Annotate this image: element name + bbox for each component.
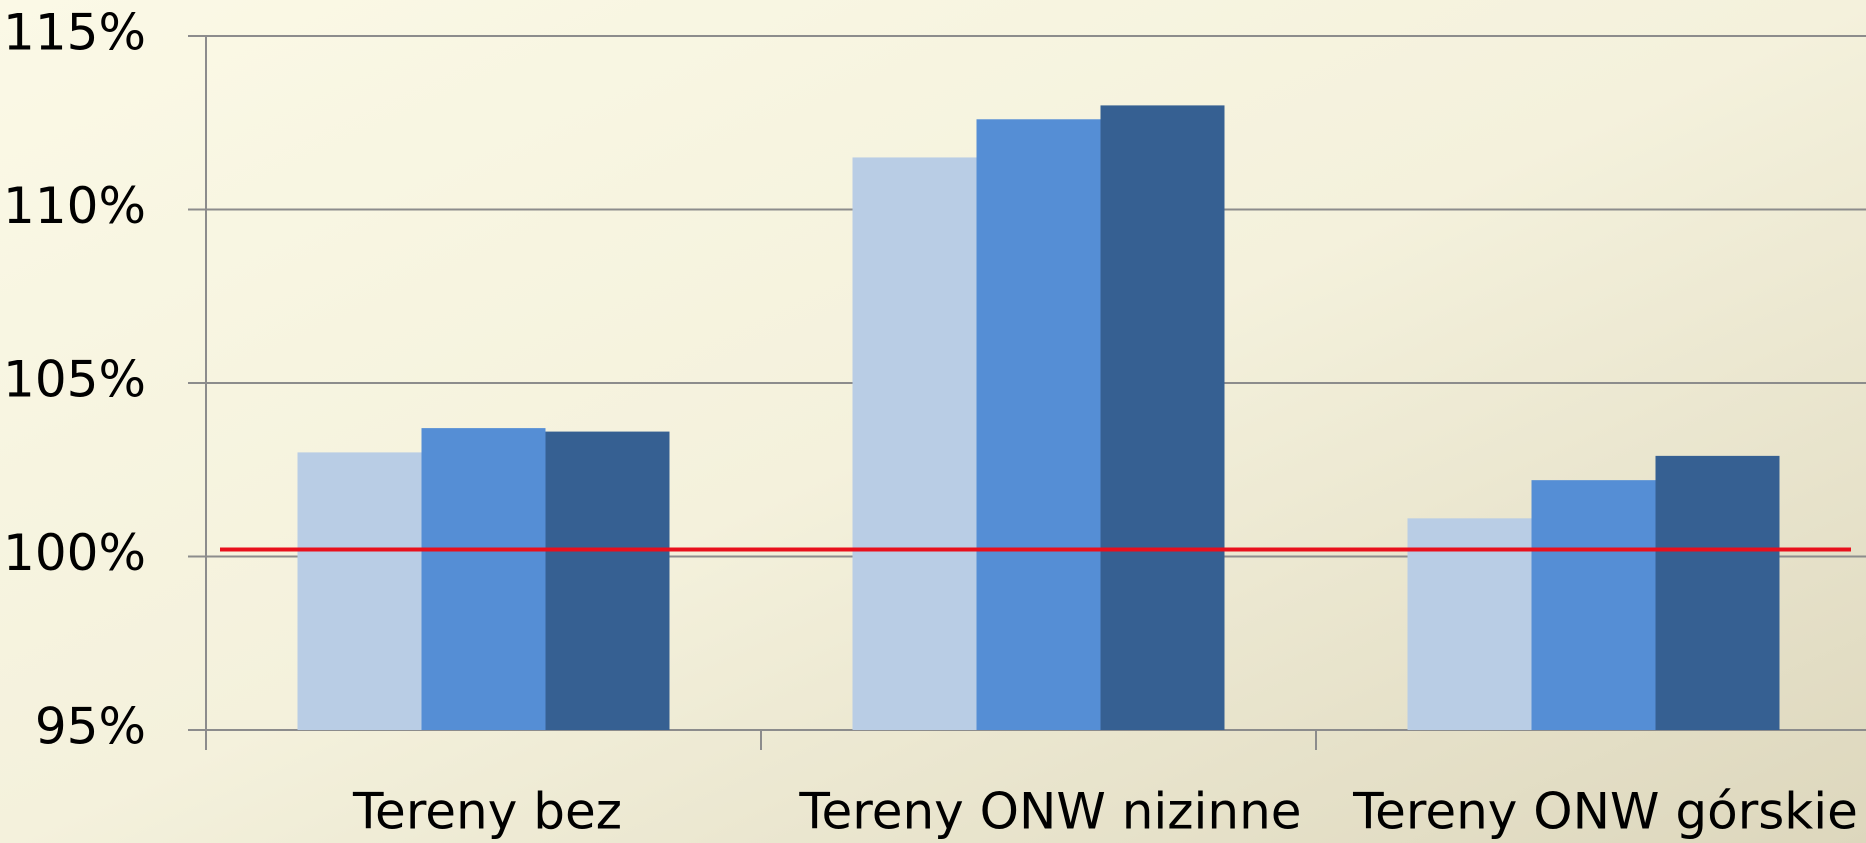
x-tick-label: Tereny ONW nizinne xyxy=(798,783,1301,841)
bar xyxy=(1531,480,1656,730)
bar xyxy=(1655,455,1780,730)
bar xyxy=(852,157,977,730)
bar xyxy=(297,452,422,730)
bar xyxy=(545,431,670,730)
bar xyxy=(1100,105,1225,730)
y-tick-label: 115% xyxy=(3,4,146,62)
bar xyxy=(976,119,1101,730)
y-tick-label: 95% xyxy=(35,698,146,756)
bar xyxy=(421,428,546,730)
x-tick-label: Tereny bez xyxy=(352,783,622,841)
y-tick-label: 105% xyxy=(3,351,146,409)
y-tick-label: 110% xyxy=(3,177,146,235)
y-tick-label: 100% xyxy=(3,524,146,582)
bar xyxy=(1407,518,1532,730)
x-tick-label: Tereny ONW górskie xyxy=(1352,783,1858,841)
